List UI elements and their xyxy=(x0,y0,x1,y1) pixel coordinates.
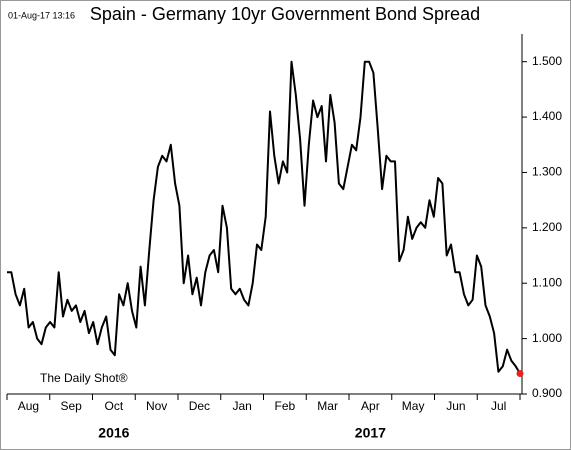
x-tick-label: Jun xyxy=(446,399,465,413)
x-tick-label: Nov xyxy=(146,399,167,413)
y-tick-label: 1.500 xyxy=(532,54,562,68)
x-tick-label: May xyxy=(402,399,425,413)
year-label: 2017 xyxy=(355,425,386,441)
x-tick-label: Oct xyxy=(105,399,124,413)
y-tick-label: 1.200 xyxy=(532,220,562,234)
line xyxy=(7,60,521,375)
watermark: The Daily Shot® xyxy=(40,371,128,385)
x-tick-label: Sep xyxy=(60,399,82,413)
x-tick-label: Aug xyxy=(18,399,39,413)
y-tick-label: 1.400 xyxy=(532,109,562,123)
last-point xyxy=(516,370,524,378)
x-tick-label: Mar xyxy=(317,399,338,413)
chart-title: Spain - Germany 10yr Government Bond Spr… xyxy=(90,4,480,24)
y-tick-label: 1.300 xyxy=(532,165,562,179)
x-tick-label: Apr xyxy=(361,399,380,413)
x-tick-label: Feb xyxy=(275,399,296,413)
year-label: 2016 xyxy=(98,425,129,441)
y-tick-label: 1.100 xyxy=(532,275,562,289)
y-tick-label: 0.900 xyxy=(532,386,562,400)
x-tick-label: Dec xyxy=(189,399,210,413)
timestamp: 01-Aug-17 13:16 xyxy=(8,10,75,20)
x-tick-label: Jan xyxy=(232,399,251,413)
y-tick-label: 1.000 xyxy=(532,331,562,345)
x-tick-label: Jul xyxy=(491,399,506,413)
